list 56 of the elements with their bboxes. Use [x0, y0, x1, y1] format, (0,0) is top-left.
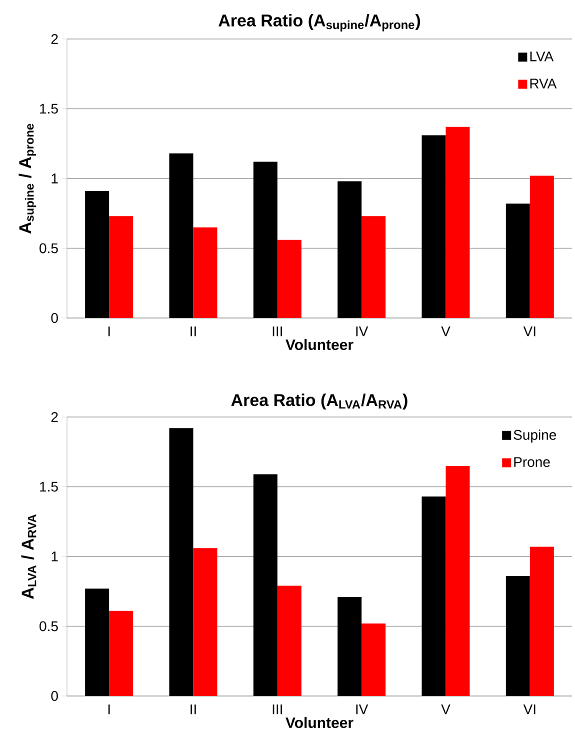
bar: [85, 191, 110, 318]
bar: [446, 126, 470, 318]
x-tick-label: VI: [523, 704, 536, 714]
y-tick-label: 1: [52, 552, 58, 562]
x-tick-label: III: [272, 326, 282, 336]
y-tick-label: 1: [52, 174, 58, 184]
legend-label: RVA: [530, 78, 557, 88]
x-tick-label: IV: [356, 704, 368, 714]
y-tick-label: 2: [51, 34, 58, 44]
bar: [446, 466, 470, 696]
y-tick-label: 0: [51, 313, 58, 323]
bar: [506, 204, 530, 318]
bar: [362, 216, 386, 318]
x-tick-label: I: [108, 326, 110, 336]
y-tick-label: 0: [51, 691, 58, 701]
bar: [193, 548, 218, 696]
bar: [338, 181, 362, 318]
legend-label: LVA: [530, 52, 554, 62]
y-axis-title: A$_{supine}$ / A$_{prone}$: [18, 124, 36, 234]
bar: [109, 216, 134, 318]
x-tick-label: I: [108, 704, 110, 714]
x-tick-label: V: [441, 326, 450, 336]
y-tick-label: 1.5: [40, 482, 58, 492]
bar: [530, 546, 554, 696]
bar: [338, 596, 362, 696]
y-axis-title: A$_{LVA}$ / A$_{RVA}$: [21, 514, 36, 599]
bar: [277, 240, 302, 318]
bar: [85, 588, 110, 696]
bar: [362, 623, 386, 696]
legend-label: Supine: [514, 430, 556, 443]
y-tick-label: 0.5: [40, 621, 58, 632]
x-tick-label: III: [272, 704, 282, 714]
bar: [169, 153, 194, 318]
bar: [169, 428, 194, 696]
bar: [277, 586, 302, 696]
bar: [109, 610, 134, 696]
chart-title: Area Ratio (A$_{supine}$/A$_{prone}$): [218, 14, 420, 32]
x-tick-label: VI: [523, 326, 536, 336]
x-tick-label: V: [441, 704, 450, 714]
x-tick-label: II: [190, 326, 196, 336]
chart-title: Area Ratio (A$_{LVA}$/A$_{RVA}$): [231, 394, 408, 410]
x-axis-title: Volunteer: [286, 339, 354, 350]
bar: [530, 176, 554, 318]
bar: [253, 162, 278, 318]
y-tick-label: 1.5: [40, 104, 58, 114]
bar: [422, 135, 446, 318]
bar: [253, 474, 278, 696]
x-axis-title: Volunteer: [286, 717, 354, 728]
y-tick-label: 2: [51, 412, 58, 422]
bar: [506, 576, 530, 696]
legend-label: Prone: [514, 457, 550, 467]
x-tick-label: II: [190, 704, 196, 714]
y-tick-label: 0.5: [40, 243, 58, 254]
bar: [422, 496, 446, 696]
x-tick-label: IV: [356, 326, 368, 336]
bar: [193, 227, 218, 318]
